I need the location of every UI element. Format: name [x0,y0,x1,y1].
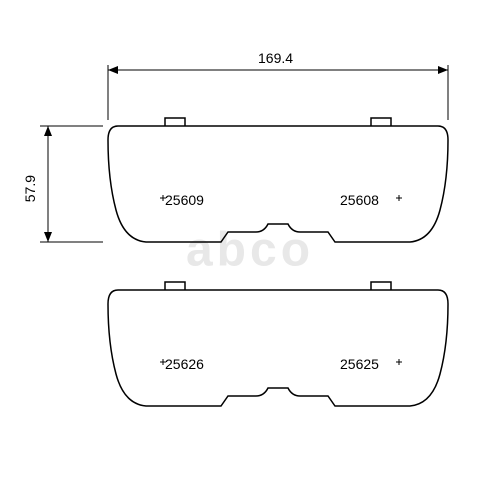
height-label: 57.9 [22,175,38,202]
bottom-left-part: 25626 [165,356,204,372]
top-left-part: 25609 [165,192,204,208]
top-right-part: 25608 [340,192,379,208]
height-dimension [40,126,103,242]
top-pad-shape [108,118,448,242]
width-dimension [108,65,448,120]
bottom-right-part: 25625 [340,356,379,372]
width-label: 169.4 [258,50,293,66]
bottom-pad-shape [108,282,448,406]
diagram-container: abco [0,0,500,500]
technical-drawing [0,0,500,500]
